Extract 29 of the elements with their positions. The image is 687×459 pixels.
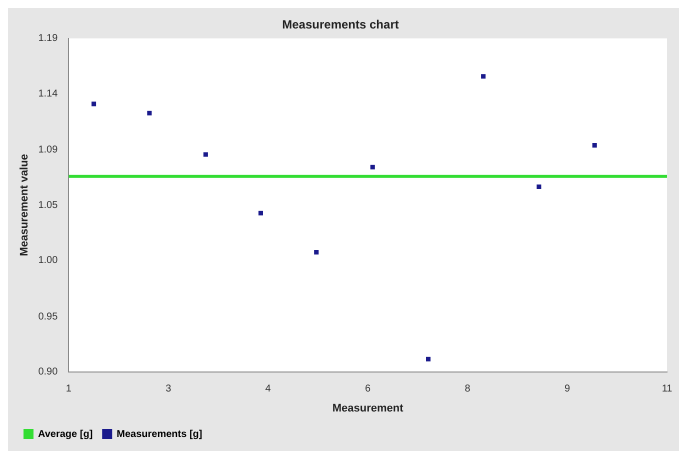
y-tick-label: 1.00 xyxy=(38,255,58,266)
chart-title: Measurements chart xyxy=(282,18,399,32)
point xyxy=(314,250,319,255)
point xyxy=(481,74,486,79)
legend-label: Measurements [g] xyxy=(116,428,202,440)
x-tick-label: 3 xyxy=(166,384,172,395)
point xyxy=(147,110,152,116)
x-tick-label: 4 xyxy=(265,384,272,395)
point xyxy=(592,143,597,148)
legend-label: Average [g] xyxy=(38,428,93,440)
x-tick-label: 8 xyxy=(464,384,471,395)
x-tick-label: 1 xyxy=(66,384,72,395)
y-tick-label: 1.19 xyxy=(38,33,58,44)
x-axis-title: Measurement xyxy=(332,402,404,414)
point xyxy=(536,184,542,189)
y-tick-label: 1.05 xyxy=(38,200,58,211)
y-tick-label: 0.95 xyxy=(38,311,58,322)
point xyxy=(370,164,375,170)
y-tick-label: 0.90 xyxy=(38,366,58,378)
x-tick-label: 9 xyxy=(564,384,570,395)
point xyxy=(92,102,96,106)
point xyxy=(203,152,208,157)
x-tick-label: 6 xyxy=(365,384,372,395)
x-tick-label: 11 xyxy=(662,384,673,395)
point xyxy=(426,356,431,362)
y-axis-title: Measurement value xyxy=(18,154,31,256)
point xyxy=(258,210,263,216)
y-tick-label: 1.14 xyxy=(38,88,58,100)
y-tick-label: 1.09 xyxy=(38,144,58,156)
